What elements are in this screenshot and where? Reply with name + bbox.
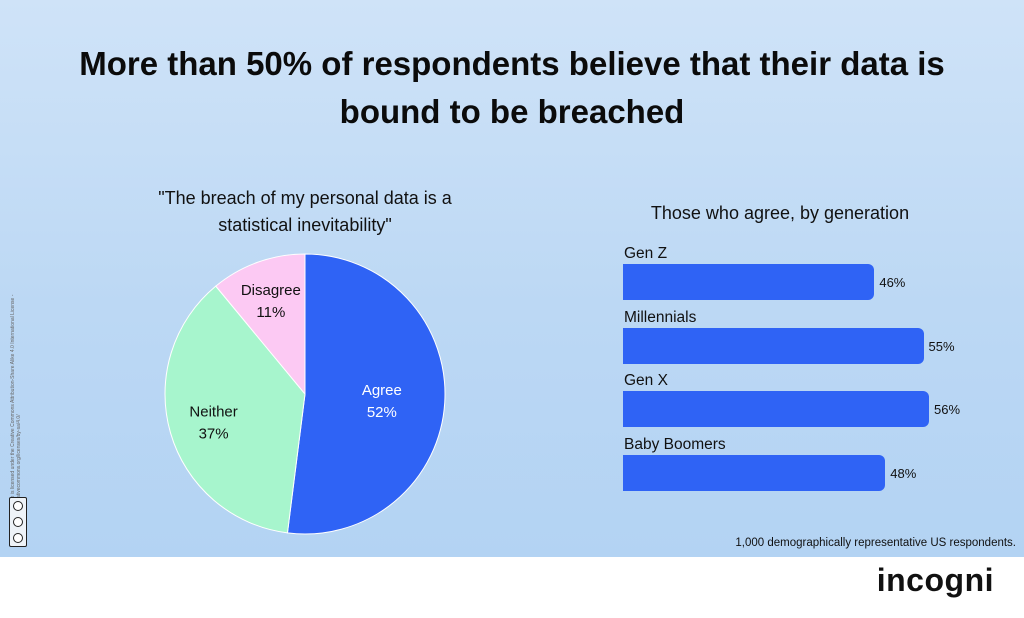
pie-slice-agree <box>286 253 446 535</box>
share-alike-icon <box>13 533 23 543</box>
pie-value-neither: 37% <box>199 426 229 443</box>
bar-value-label: 48% <box>890 465 917 481</box>
bar-chart-title: Those who agree, by generation <box>650 203 910 223</box>
pie-slice-neither <box>164 285 306 534</box>
bar <box>623 327 924 364</box>
chart-panel: More than 50% of respondents believe tha… <box>0 0 1024 557</box>
brand-logo: incogni <box>876 562 994 598</box>
creative-commons-icon[interactable] <box>9 497 27 547</box>
pie-chart: Agree 52% Neither 37% Disagree 11% <box>164 253 446 535</box>
pie-label-neither: Neither <box>189 404 237 421</box>
pie-label-agree: Agree <box>362 382 402 399</box>
license-text: This image is licensed under the Creativ… <box>10 294 22 520</box>
bar-value-label: 46% <box>879 275 906 290</box>
pie-value-disagree: 11% <box>256 304 285 321</box>
bar-row: Gen Z 46% <box>623 240 1003 300</box>
chart-title: More than 50% of respondents believe tha… <box>79 45 945 130</box>
bar-row: Gen X 56% <box>623 367 1003 427</box>
bar <box>623 454 886 491</box>
pie-slice-disagree <box>215 253 306 396</box>
cc-circle-icon <box>13 501 23 511</box>
pie-value-agree: 52% <box>367 404 397 421</box>
bar-value-label: 55% <box>928 338 955 354</box>
bar <box>623 264 875 300</box>
bar-row: Millennials 55% <box>623 304 1003 364</box>
bar-category-label: Gen X <box>624 372 668 389</box>
bar-category-label: Gen Z <box>624 245 668 262</box>
bar-category-label: Baby Boomers <box>624 435 726 453</box>
attribution-icon <box>13 517 23 527</box>
pie-chart-title: "The breach of my personal data is a sta… <box>158 188 452 235</box>
footnote: 1,000 demographically representative US … <box>735 537 1016 549</box>
bar-category-label: Millennials <box>624 308 697 326</box>
bar-row: Baby Boomers 48% <box>623 431 1003 491</box>
bar-value-label: 56% <box>934 402 961 417</box>
bar <box>623 391 929 427</box>
pie-label-disagree: Disagree <box>241 282 301 299</box>
